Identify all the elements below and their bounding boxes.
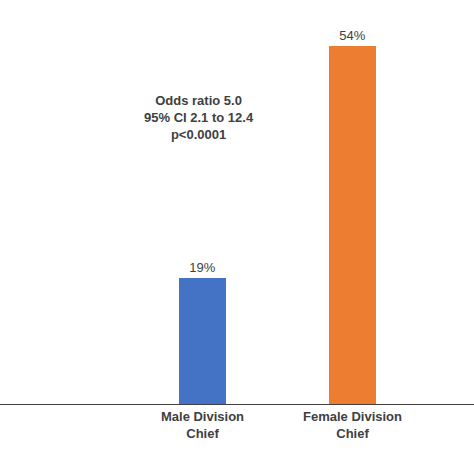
svg-text:19%: 19% [189, 260, 215, 275]
svg-text:Female DivisionChief: Female DivisionChief [303, 409, 402, 441]
svg-text:54%: 54% [339, 28, 365, 43]
svg-text:Odds ratio 5.095% CI 2.1 to 12: Odds ratio 5.095% CI 2.1 to 12.4p<0.0001 [144, 93, 254, 142]
svg-text:Male DivisionChief: Male DivisionChief [161, 409, 244, 441]
